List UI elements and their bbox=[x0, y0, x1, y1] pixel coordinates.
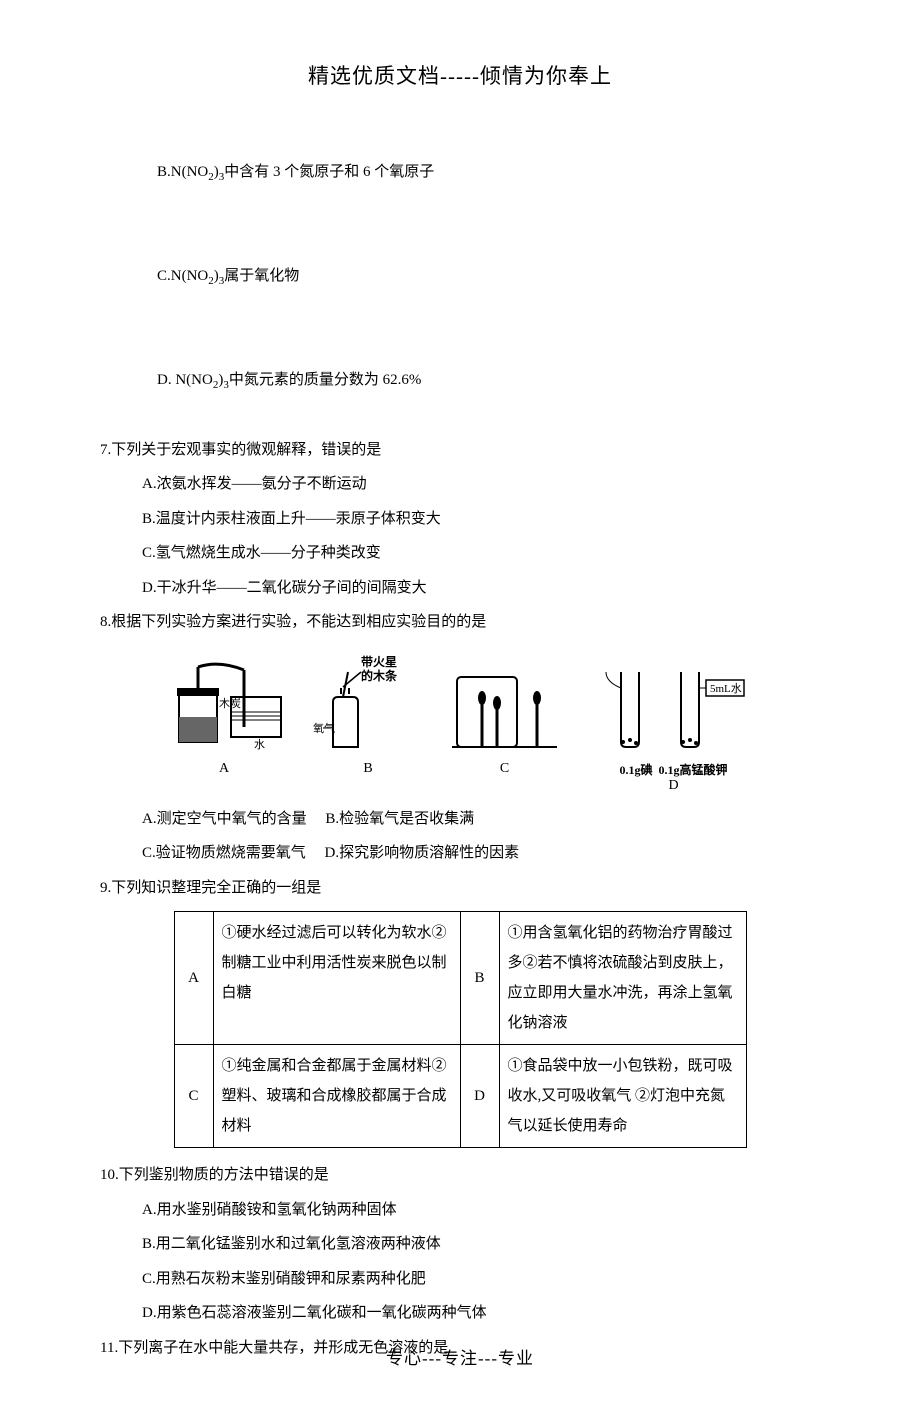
page-header: 精选优质文档-----倾情为你奉上 bbox=[100, 60, 820, 90]
label-5ml: 5mL水 bbox=[710, 682, 742, 695]
opt-10b: B.用二氧化锰鉴别水和过氧化氢溶液两种液体 bbox=[100, 1227, 820, 1262]
t: 0.1g高锰酸钾 bbox=[659, 763, 728, 777]
opt-6c: C.N(NO2)3属于氧化物 bbox=[100, 224, 820, 328]
table-row: C ①纯金属和合金都属于金属材料②塑料、玻璃和合成橡胶都属于合成材料 D ①食品… bbox=[174, 1045, 746, 1148]
opt-7c: C.氢气燃烧生成水——分子种类改变 bbox=[100, 536, 820, 571]
question-7: 7.下列关于宏观事实的微观解释，错误的是 bbox=[100, 433, 820, 468]
diagram-c-label: C bbox=[447, 761, 562, 777]
opt-7d: D.干冰升华——二氧化碳分子间的间隔变大 bbox=[100, 571, 820, 606]
cell-c-text: ①纯金属和合金都属于金属材料②塑料、玻璃和合成橡胶都属于合成材料 bbox=[213, 1045, 460, 1148]
opt-10a: A.用水鉴别硝酸铵和氢氧化钠两种固体 bbox=[100, 1193, 820, 1228]
t: D. N(NO bbox=[157, 372, 213, 388]
label-water: 水 bbox=[254, 738, 265, 751]
opt-8cd: C.验证物质燃烧需要氧气 D.探究影响物质溶解性的因素 bbox=[100, 836, 820, 871]
diagram-a-label: A bbox=[159, 761, 289, 777]
opt-7a: A.浓氨水挥发——氨分子不断运动 bbox=[100, 467, 820, 502]
diagram-d-svg: 5mL水 bbox=[586, 652, 761, 757]
diagram-d: 5mL水 0.1g碘 0.1g高锰酸钾 D bbox=[586, 652, 761, 794]
label-splint2: 的木条 bbox=[361, 668, 398, 683]
q9-table: A ①硬水经过滤后可以转化为软水②制糖工业中利用活性炭来脱色以制白糖 B ①用含… bbox=[174, 911, 747, 1148]
table-row: A ①硬水经过滤后可以转化为软水②制糖工业中利用活性炭来脱色以制白糖 B ①用含… bbox=[174, 912, 746, 1045]
t: 属于氧化物 bbox=[224, 268, 299, 284]
opt-7b: B.温度计内汞柱液面上升——汞原子体积变大 bbox=[100, 502, 820, 537]
diagram-a-svg: 木炭 水 bbox=[159, 652, 289, 757]
cell-b-text: ①用含氢氧化铝的药物治疗胃酸过多②若不慎将浓硫酸沾到皮肤上，应立即用大量水冲洗，… bbox=[499, 912, 746, 1045]
t: 中含有 3 个氮原子和 6 个氧原子 bbox=[224, 164, 434, 180]
cell-a-label: A bbox=[174, 912, 213, 1045]
opt-6b: B.N(NO2)3中含有 3 个氮原子和 6 个氧原子 bbox=[100, 120, 820, 224]
diagram-d-label: D bbox=[586, 778, 761, 794]
cell-a-text: ①硬水经过滤后可以转化为软水②制糖工业中利用活性炭来脱色以制白糖 bbox=[213, 912, 460, 1045]
t: B.N(NO bbox=[157, 164, 208, 180]
diagram-b: 带火星 的木条 氧气 B bbox=[313, 652, 423, 794]
opt-6d: D. N(NO2)3中氮元素的质量分数为 62.6% bbox=[100, 329, 820, 433]
opt-10c: C.用熟石灰粉末鉴别硝酸钾和尿素两种化肥 bbox=[100, 1262, 820, 1297]
diagram-c: C bbox=[447, 652, 562, 794]
diagram-c-svg bbox=[447, 652, 562, 757]
document-page: 精选优质文档-----倾情为你奉上 B.N(NO2)3中含有 3 个氮原子和 6… bbox=[0, 0, 920, 1405]
label-splint1: 带火星 bbox=[361, 654, 397, 669]
diagram-b-label: B bbox=[313, 761, 423, 777]
diagram-row: 木炭 水 A 带火星 的木条 氧气 B bbox=[100, 652, 820, 794]
question-10: 10.下列鉴别物质的方法中错误的是 bbox=[100, 1158, 820, 1193]
t: 中氮元素的质量分数为 62.6% bbox=[229, 372, 422, 388]
diagram-a: 木炭 水 A bbox=[159, 652, 289, 794]
label-charcoal: 木炭 bbox=[219, 697, 241, 710]
t: 0.1g碘 bbox=[619, 763, 652, 777]
question-9: 9.下列知识整理完全正确的一组是 bbox=[100, 871, 820, 906]
label-d-bottom: 0.1g碘 0.1g高锰酸钾 bbox=[586, 761, 761, 778]
diagram-b-svg: 带火星 的木条 氧气 bbox=[313, 652, 423, 757]
question-8: 8.根据下列实验方案进行实验，不能达到相应实验目的的是 bbox=[100, 605, 820, 640]
t: C.N(NO bbox=[157, 268, 208, 284]
cell-b-label: B bbox=[460, 912, 499, 1045]
cell-d-text: ①食品袋中放一小包铁粉，既可吸收水,又可吸收氧气 ②灯泡中充氮气以延长使用寿命 bbox=[499, 1045, 746, 1148]
cell-c-label: C bbox=[174, 1045, 213, 1148]
opt-8ab: A.测定空气中氧气的含量 B.检验氧气是否收集满 bbox=[100, 802, 820, 837]
cell-d-label: D bbox=[460, 1045, 499, 1148]
page-footer: 专心---专注---专业 bbox=[0, 1344, 920, 1369]
